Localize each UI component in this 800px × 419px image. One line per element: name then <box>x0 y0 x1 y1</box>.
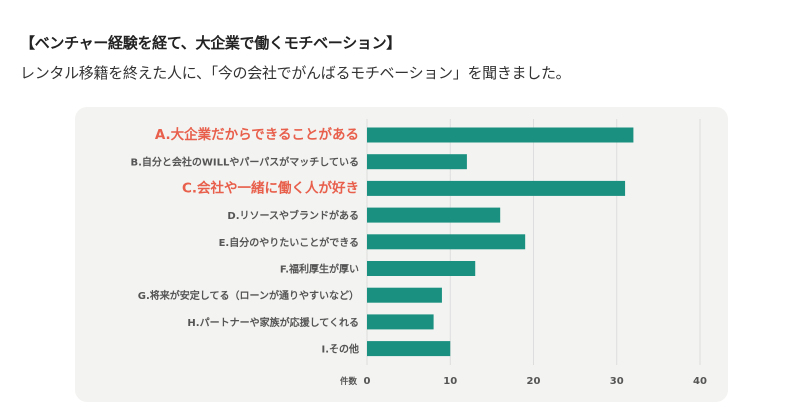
category-label: H.パートナーや家族が応援してくれる <box>187 316 359 329</box>
bar-chart: A.大企業だからできることがある B.自分と会社のWILLやパーパスがマッチしてい… <box>130 119 707 387</box>
page-title: 【ベンチャー経験を経て、大企業で働くモチベーション】 <box>20 34 402 52</box>
category-label: F.福利厚生が厚い <box>280 263 359 276</box>
x-tick-label: 40 <box>693 376 707 387</box>
x-tick-label: 10 <box>443 376 457 387</box>
x-tick-label: 20 <box>527 376 541 387</box>
category-label: G.将来が安定してる（ローンが通りやすいなど） <box>138 289 359 302</box>
bar <box>367 180 626 196</box>
bar <box>367 127 634 143</box>
bar <box>367 261 476 276</box>
bar <box>367 341 451 357</box>
category-label: E.自分のやりたいことができる <box>219 236 359 249</box>
bar <box>367 154 467 170</box>
x-axis-label: 件数 <box>340 376 358 387</box>
x-tick-label: 30 <box>610 376 624 387</box>
category-label: C.会社や一緒に働く人が好き <box>182 179 359 196</box>
chart-panel: A.大企業だからできることがある B.自分と会社のWILLやパーパスがマッチしてい… <box>75 107 728 402</box>
category-label: B.自分と会社のWILLやパーパスがマッチしている <box>130 156 359 169</box>
bar <box>367 207 501 223</box>
bar <box>367 234 526 250</box>
category-label: I.その他 <box>321 343 359 356</box>
bar <box>367 287 442 303</box>
category-label: A.大企業だからできることがある <box>155 126 359 143</box>
page-subtitle: レンタル移籍を終えた人に、「今の会社でがんばるモチベーション」を聞きました。 <box>20 64 571 82</box>
bar <box>367 314 434 330</box>
x-tick-label: 0 <box>364 376 371 387</box>
category-label: D.リソースやブランドがある <box>227 209 359 222</box>
